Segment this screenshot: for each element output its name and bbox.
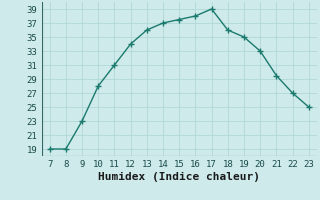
X-axis label: Humidex (Indice chaleur): Humidex (Indice chaleur) <box>98 172 260 182</box>
